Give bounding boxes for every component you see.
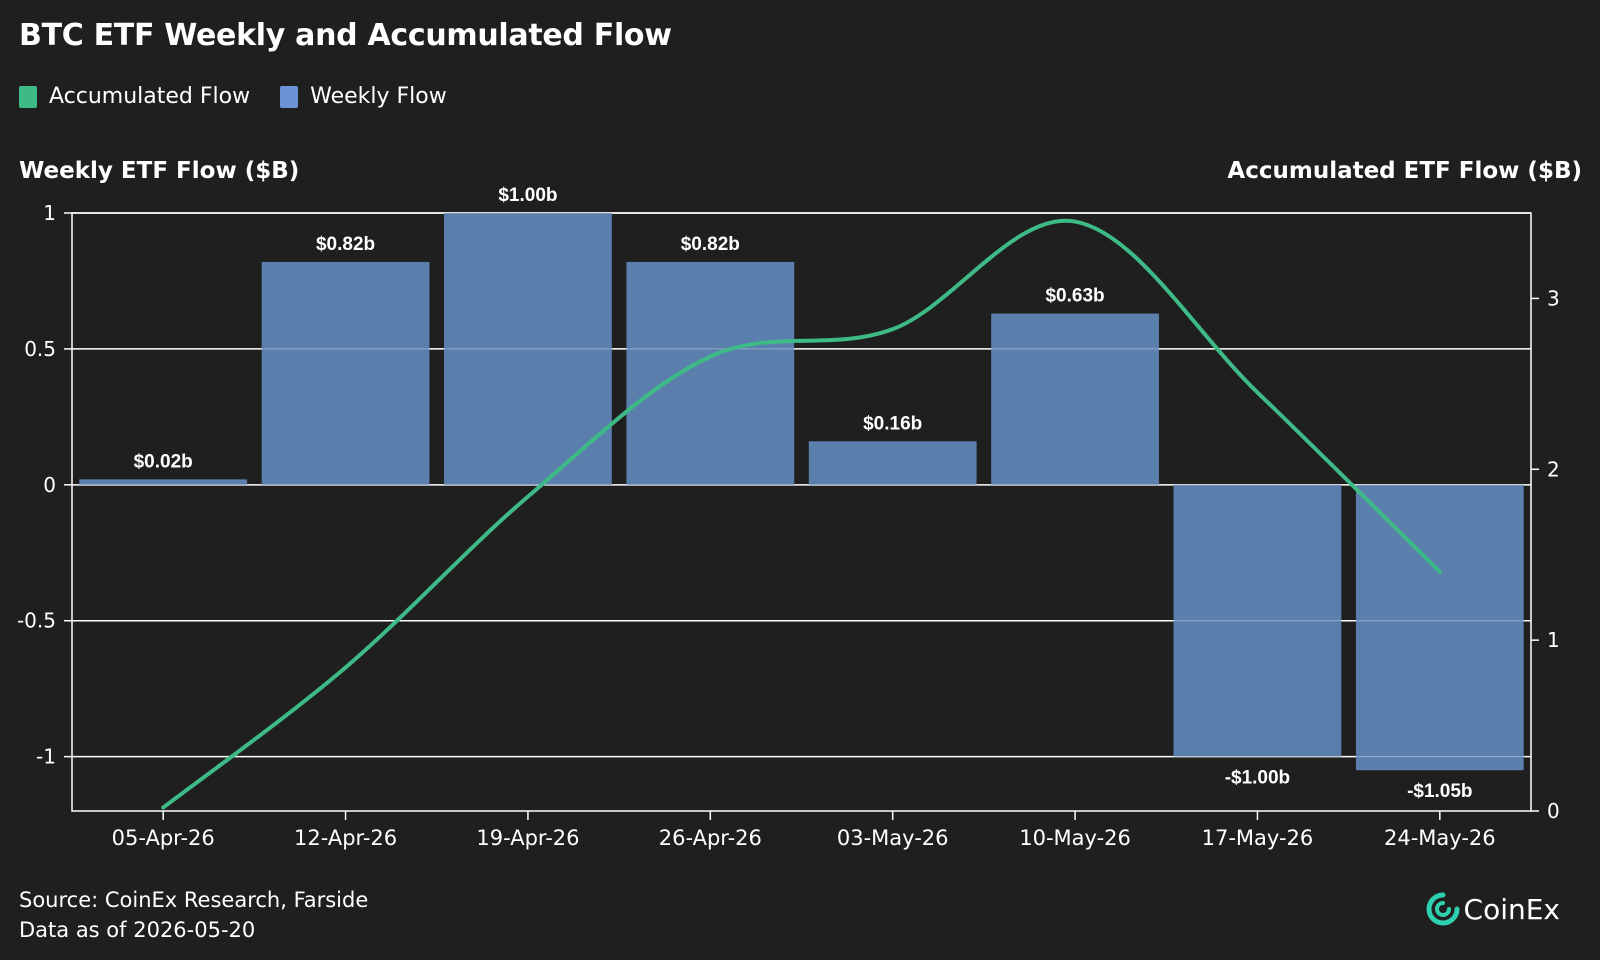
left-tick-label: 0 xyxy=(43,473,56,497)
bar-data-label: $0.02b xyxy=(134,451,193,472)
x-tick-label: 05-Apr-26 xyxy=(112,826,215,850)
bar-data-label: $0.82b xyxy=(681,234,740,255)
bar-weekly-flow xyxy=(1173,484,1342,757)
x-tick-label: 12-Apr-26 xyxy=(294,826,397,850)
right-axis-title: Accumulated ETF Flow ($B) xyxy=(1227,158,1582,184)
right-tick-label: 3 xyxy=(1547,286,1560,310)
accumulated-flow-line xyxy=(161,218,1442,810)
bar-data-label: $0.16b xyxy=(863,413,922,434)
left-tick-label: -1 xyxy=(36,745,56,769)
legend-item-weekly: Weekly Flow xyxy=(280,84,447,109)
bar-weekly-flow xyxy=(1355,484,1524,771)
legend-swatch-weekly xyxy=(280,85,299,108)
x-tick-label: 17-May-26 xyxy=(1202,826,1314,850)
bar-weekly-flow xyxy=(808,441,977,485)
bar-weekly-flow xyxy=(444,213,612,485)
bar-data-label: -$1.00b xyxy=(1225,768,1290,789)
data-date-text: Data as of 2026-05-20 xyxy=(19,918,256,942)
source-note: Source: CoinEx Research, Farside Data as… xyxy=(19,885,368,945)
legend: Accumulated Flow Weekly Flow xyxy=(19,84,477,109)
bar-weekly-flow xyxy=(626,261,795,485)
legend-swatch-accumulated xyxy=(19,85,37,108)
bar-weekly-flow xyxy=(991,313,1159,485)
chart-title: BTC ETF Weekly and Accumulated Flow xyxy=(19,18,672,53)
left-axis-title: Weekly ETF Flow ($B) xyxy=(19,158,300,184)
bar-weekly-flow xyxy=(261,261,430,485)
left-tick-label: 0.5 xyxy=(24,337,56,361)
bar-weekly-flow xyxy=(79,479,248,485)
brand-name: CoinEx xyxy=(1463,892,1560,926)
left-tick-label: -0.5 xyxy=(17,609,56,633)
right-tick-label: 2 xyxy=(1547,457,1560,481)
right-tick-label: 0 xyxy=(1547,799,1560,823)
x-tick-label: 19-Apr-26 xyxy=(476,826,579,850)
bar-data-label: $0.63b xyxy=(1045,286,1104,307)
source-text: Source: CoinEx Research, Farside xyxy=(19,888,369,912)
legend-label-weekly: Weekly Flow xyxy=(310,84,447,109)
left-tick-label: 1 xyxy=(43,201,56,225)
x-tick-label: 26-Apr-26 xyxy=(659,826,762,850)
x-tick-label: 10-May-26 xyxy=(1019,826,1131,850)
bar-data-label: -$1.05b xyxy=(1407,781,1472,802)
bar-data-label: $1.00b xyxy=(498,185,557,206)
right-tick-label: 1 xyxy=(1547,628,1560,652)
bar-data-label: $0.82b xyxy=(316,234,375,255)
x-tick-label: 24-May-26 xyxy=(1384,826,1496,850)
legend-item-accumulated: Accumulated Flow xyxy=(19,84,250,109)
coinex-logo-icon xyxy=(1426,892,1460,926)
x-tick-label: 03-May-26 xyxy=(837,826,949,850)
brand-logo: CoinEx xyxy=(1426,892,1560,926)
legend-label-accumulated: Accumulated Flow xyxy=(49,84,251,109)
